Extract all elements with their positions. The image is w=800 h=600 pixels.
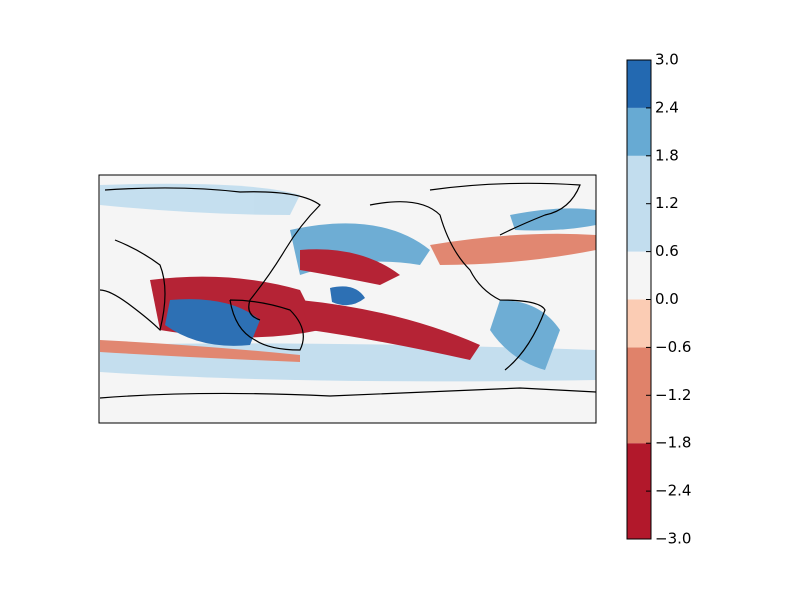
tick-label: 1.2 — [655, 194, 679, 212]
colorbar: −3.0 −2.4 −1.8 −1.2 −0.6 0.0 0.6 1.2 1.8 2.4 3.0 — [627, 51, 691, 548]
tick-label: −1.8 — [655, 434, 691, 452]
map — [98, 174, 597, 424]
anomaly-field — [100, 183, 596, 382]
color-band — [627, 107, 651, 156]
color-band — [627, 60, 651, 108]
tick-label: −1.2 — [655, 386, 691, 404]
color-band — [627, 299, 651, 348]
tick-label: −3.0 — [655, 530, 691, 548]
colorbar-frame — [626, 59, 652, 540]
coastlines — [99, 182, 597, 399]
tick-label: −2.4 — [655, 482, 691, 500]
tick-label: 2.4 — [655, 98, 679, 116]
tick-label: −0.6 — [655, 338, 691, 356]
tick-label: 3.0 — [655, 51, 679, 69]
tick-label: 0.6 — [655, 242, 679, 260]
map-frame — [98, 174, 597, 424]
color-band — [627, 251, 651, 300]
tick-label: 0.0 — [655, 290, 679, 308]
tick-label: 1.8 — [655, 146, 679, 164]
